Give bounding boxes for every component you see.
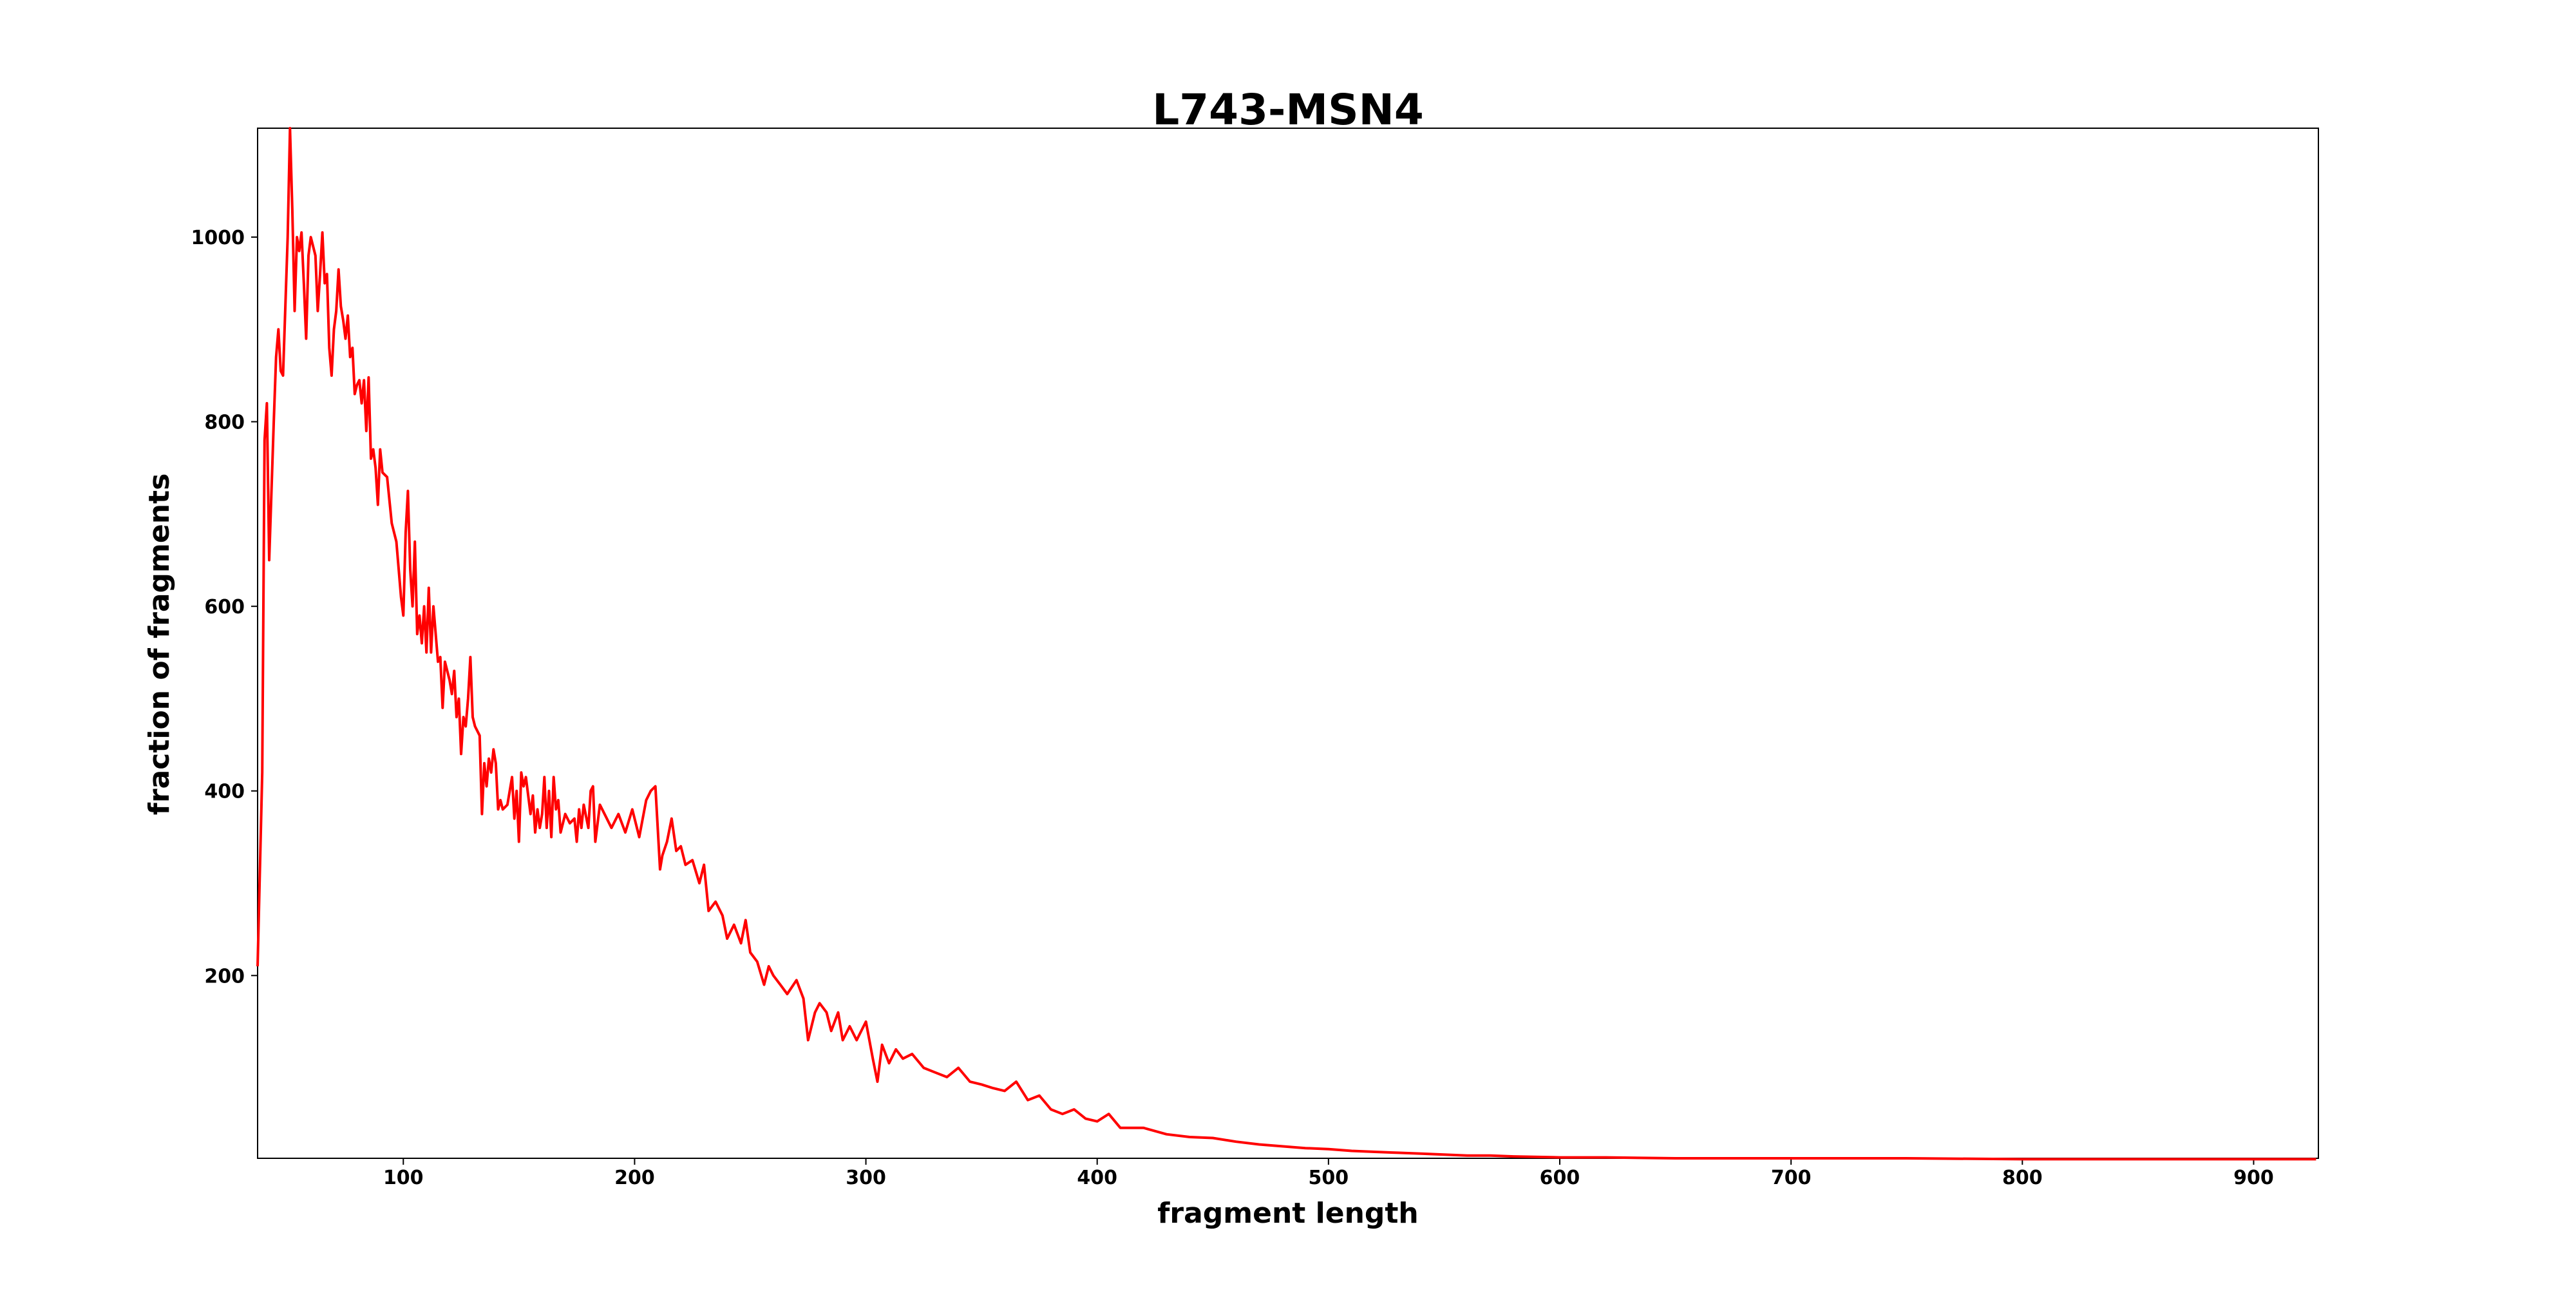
chart-title: L743-MSN4 <box>1152 85 1424 135</box>
plot-frame <box>257 128 2319 1159</box>
y-tick-label: 400 <box>204 781 245 803</box>
x-tick-label: 100 <box>383 1167 424 1189</box>
x-tick-label: 200 <box>614 1167 655 1189</box>
y-axis-label: fraction of fragments <box>143 473 176 816</box>
x-axis-label: fragment length <box>1157 1197 1419 1230</box>
x-tick-label: 400 <box>1077 1167 1117 1189</box>
x-tick-label: 700 <box>1771 1167 1812 1189</box>
x-tick-label: 600 <box>1540 1167 1580 1189</box>
x-tick-label: 500 <box>1309 1167 1349 1189</box>
y-tick-label: 1000 <box>191 227 245 249</box>
x-tick-label: 900 <box>2233 1167 2274 1189</box>
y-tick-label: 200 <box>204 965 245 988</box>
x-axis: 100 200 300 400 500 600 700 800 900 <box>383 1158 2274 1189</box>
y-tick-label: 800 <box>204 412 245 434</box>
y-tick-label: 600 <box>204 596 245 618</box>
x-tick-label: 300 <box>846 1167 886 1189</box>
y-axis: 200 400 600 800 1000 <box>191 227 258 988</box>
x-tick-label: 800 <box>2002 1167 2043 1189</box>
series-line <box>256 127 2316 1161</box>
